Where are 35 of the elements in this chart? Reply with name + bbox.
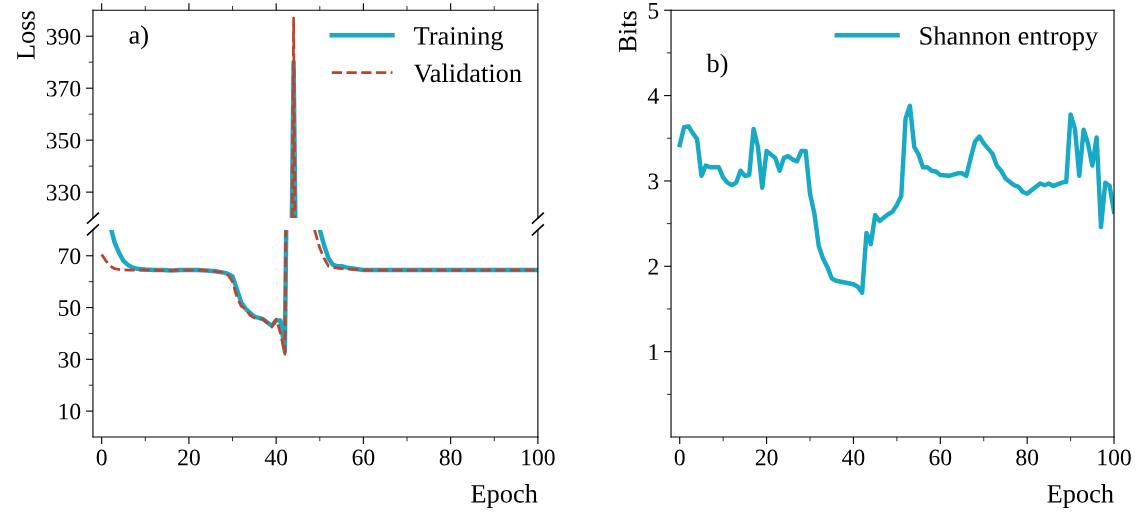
y-tick-label: 390	[46, 28, 81, 45]
y-tick-label: 1	[649, 344, 658, 360]
x-axis-title: Epoch	[471, 484, 538, 509]
y-tick-label: 330	[46, 184, 81, 201]
x-tick-label: 20	[178, 449, 200, 466]
x-tick-label: 20	[755, 449, 778, 466]
x-tick-label: 100	[1098, 449, 1131, 466]
x-tick-label: 40	[842, 449, 865, 466]
x-axis-title: Epoch	[1047, 484, 1114, 509]
y-tick-label: 50	[58, 300, 81, 316]
x-tick-label: 100	[522, 449, 555, 466]
x-tick-label: 80	[1016, 449, 1039, 466]
legend-label: Training	[414, 27, 504, 51]
y-tick-label: 5	[648, 2, 659, 19]
line-series	[677, 103, 1115, 295]
x-tick-label: 0	[674, 449, 685, 466]
annotation: b)	[706, 53, 728, 78]
annotation: a)	[129, 25, 148, 50]
x-tick-label: 40	[264, 449, 288, 466]
x-tick-label: 60	[929, 449, 952, 466]
y-tick-label: 4	[647, 88, 659, 104]
legend-label: Shannon entropy	[920, 26, 1099, 51]
y-tick-label: 70	[59, 248, 81, 265]
x-tick-label: 80	[439, 449, 462, 466]
y-tick-label: 350	[46, 132, 81, 149]
y-tick-label: 30	[58, 351, 81, 368]
x-tick-label: 60	[352, 449, 375, 466]
legend-label: Validation	[413, 63, 522, 83]
y-axis-title: Bits	[618, 11, 637, 53]
y-tick-label: 2	[648, 258, 658, 275]
y-tick-label: 3	[648, 173, 659, 190]
y-tick-label: 370	[46, 80, 81, 97]
y-tick-label: 10	[59, 403, 81, 420]
y-axis-title: Loss	[17, 11, 35, 60]
x-tick-label: 0	[96, 449, 107, 466]
